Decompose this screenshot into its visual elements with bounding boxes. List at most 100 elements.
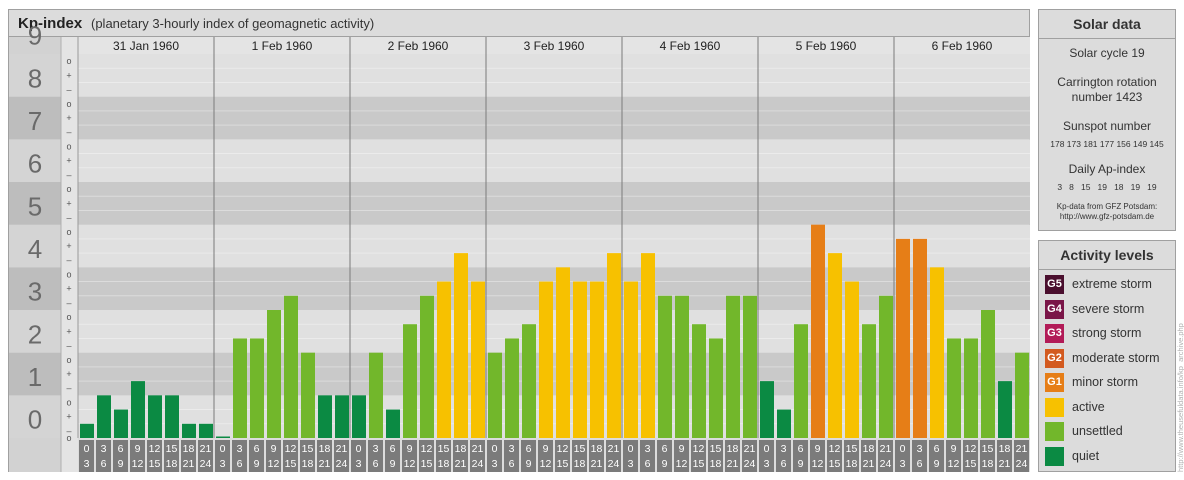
interval-cell: [1014, 440, 1029, 472]
interval-end-label: 12: [948, 458, 960, 470]
kp-bar: [692, 324, 706, 438]
interval-start-label: 15: [982, 443, 994, 455]
legend-swatch: [1045, 422, 1064, 441]
interval-cell: [436, 440, 451, 472]
kp-bar: [454, 253, 468, 438]
y-tick-label: 1: [28, 362, 42, 392]
interval-cell: [487, 440, 502, 472]
kp-bar: [471, 281, 485, 438]
thirds-tick-label: +: [66, 326, 71, 336]
interval-cell: [861, 440, 876, 472]
interval-cell: [946, 440, 961, 472]
kp-bar: [573, 281, 587, 438]
day-header-strip: [78, 37, 1030, 54]
interval-start-label: 3: [781, 443, 787, 455]
interval-cell: [742, 440, 757, 472]
thirds-tick-label: o: [66, 184, 71, 194]
kp-bar: [947, 338, 961, 438]
interval-end-label: 18: [166, 458, 178, 470]
kp-bar: [930, 267, 944, 438]
y-band-7: [9, 96, 61, 140]
interval-cell: [402, 440, 417, 472]
kp-bar: [284, 295, 298, 438]
kp-bar: [403, 324, 417, 438]
interval-cell: [351, 440, 366, 472]
kp-bar: [675, 295, 689, 438]
interval-start-label: 9: [271, 443, 277, 455]
interval-cell: [555, 440, 570, 472]
legend-swatch: [1045, 397, 1064, 417]
thirds-tick-label: o: [66, 99, 71, 109]
interval-cell: [215, 440, 230, 472]
interval-end-label: 21: [319, 458, 331, 470]
y-tick-label: 8: [28, 63, 42, 93]
interval-end-label: 12: [132, 458, 144, 470]
thirds-tick-label: o: [66, 269, 71, 279]
interval-end-label: 9: [934, 458, 940, 470]
thirds-tick-label: +: [66, 156, 71, 166]
interval-start-label: 3: [237, 443, 243, 455]
thirds-tick-label: +: [66, 198, 71, 208]
interval-cell: [521, 440, 536, 472]
kp-bar: [556, 267, 570, 438]
interval-cell: [878, 440, 893, 472]
kp-bar: [335, 395, 349, 438]
kp-bar: [318, 395, 332, 438]
interval-end-label: 6: [101, 458, 107, 470]
interval-start-label: 6: [934, 443, 940, 455]
legend-swatch: G4: [1045, 299, 1064, 319]
kp-bar: [641, 253, 655, 438]
activity-levels-panel: Activity levels G5 extreme storm G4 severe …: [1038, 240, 1176, 472]
interval-start-label: 21: [1016, 443, 1028, 455]
interval-start-label: 12: [829, 443, 841, 455]
interval-end-label: 3: [492, 458, 498, 470]
y-tick-label: 0: [28, 405, 42, 435]
thirds-tick-label: +: [66, 70, 71, 80]
interval-cell: [283, 440, 298, 472]
interval-end-label: 18: [574, 458, 586, 470]
interval-cell: [623, 440, 638, 472]
day-label: 4 Feb 1960: [660, 39, 721, 53]
thirds-tick-label: –: [66, 383, 71, 393]
kp-bar: [794, 324, 808, 438]
y-band-5: [9, 182, 61, 225]
kp-chart-panel: Kp-index (planetary 3-hourly index of ge…: [8, 9, 1030, 472]
interval-end-label: 15: [693, 458, 705, 470]
kp-bar: [964, 338, 978, 438]
interval-cell: [963, 440, 978, 472]
legend-label: extreme storm: [1072, 277, 1152, 291]
interval-start-label: 3: [645, 443, 651, 455]
interval-end-label: 9: [254, 458, 260, 470]
plot-band-5: [78, 182, 1030, 225]
interval-cell: [912, 440, 927, 472]
interval-start-label: 21: [744, 443, 756, 455]
interval-cell: [895, 440, 910, 472]
interval-cell: [113, 440, 128, 472]
kp-bar: [165, 395, 179, 438]
interval-cell: [79, 440, 94, 472]
legend-label: unsettled: [1072, 424, 1123, 438]
source-line-1: Kp-data from GFZ Potsdam:: [1056, 202, 1158, 211]
y-tick-label: 7: [28, 106, 42, 136]
ap-index-values: 3 8 15 19 18 19 19: [1057, 182, 1157, 192]
y-band-6: [9, 139, 61, 182]
interval-start-label: 3: [917, 443, 923, 455]
interval-end-label: 18: [302, 458, 314, 470]
interval-start-label: 18: [183, 443, 195, 455]
interval-end-label: 24: [1016, 458, 1028, 470]
interval-end-label: 18: [710, 458, 722, 470]
solar-cycle: Solar cycle 19: [1069, 46, 1145, 60]
interval-cell: [164, 440, 179, 472]
interval-start-label: 6: [662, 443, 668, 455]
interval-start-label: 9: [951, 443, 957, 455]
interval-start-label: 0: [356, 443, 362, 455]
interval-end-label: 15: [557, 458, 569, 470]
interval-end-label: 18: [438, 458, 450, 470]
interval-end-label: 21: [999, 458, 1011, 470]
kp-bar: [590, 281, 604, 438]
thirds-tick-label: –: [66, 85, 71, 95]
y-tick-label: 2: [28, 319, 42, 349]
source-link[interactable]: http://www.gfz-potsdam.de: [1059, 212, 1155, 221]
thirds-tick-label: –: [66, 127, 71, 137]
interval-end-label: 12: [540, 458, 552, 470]
